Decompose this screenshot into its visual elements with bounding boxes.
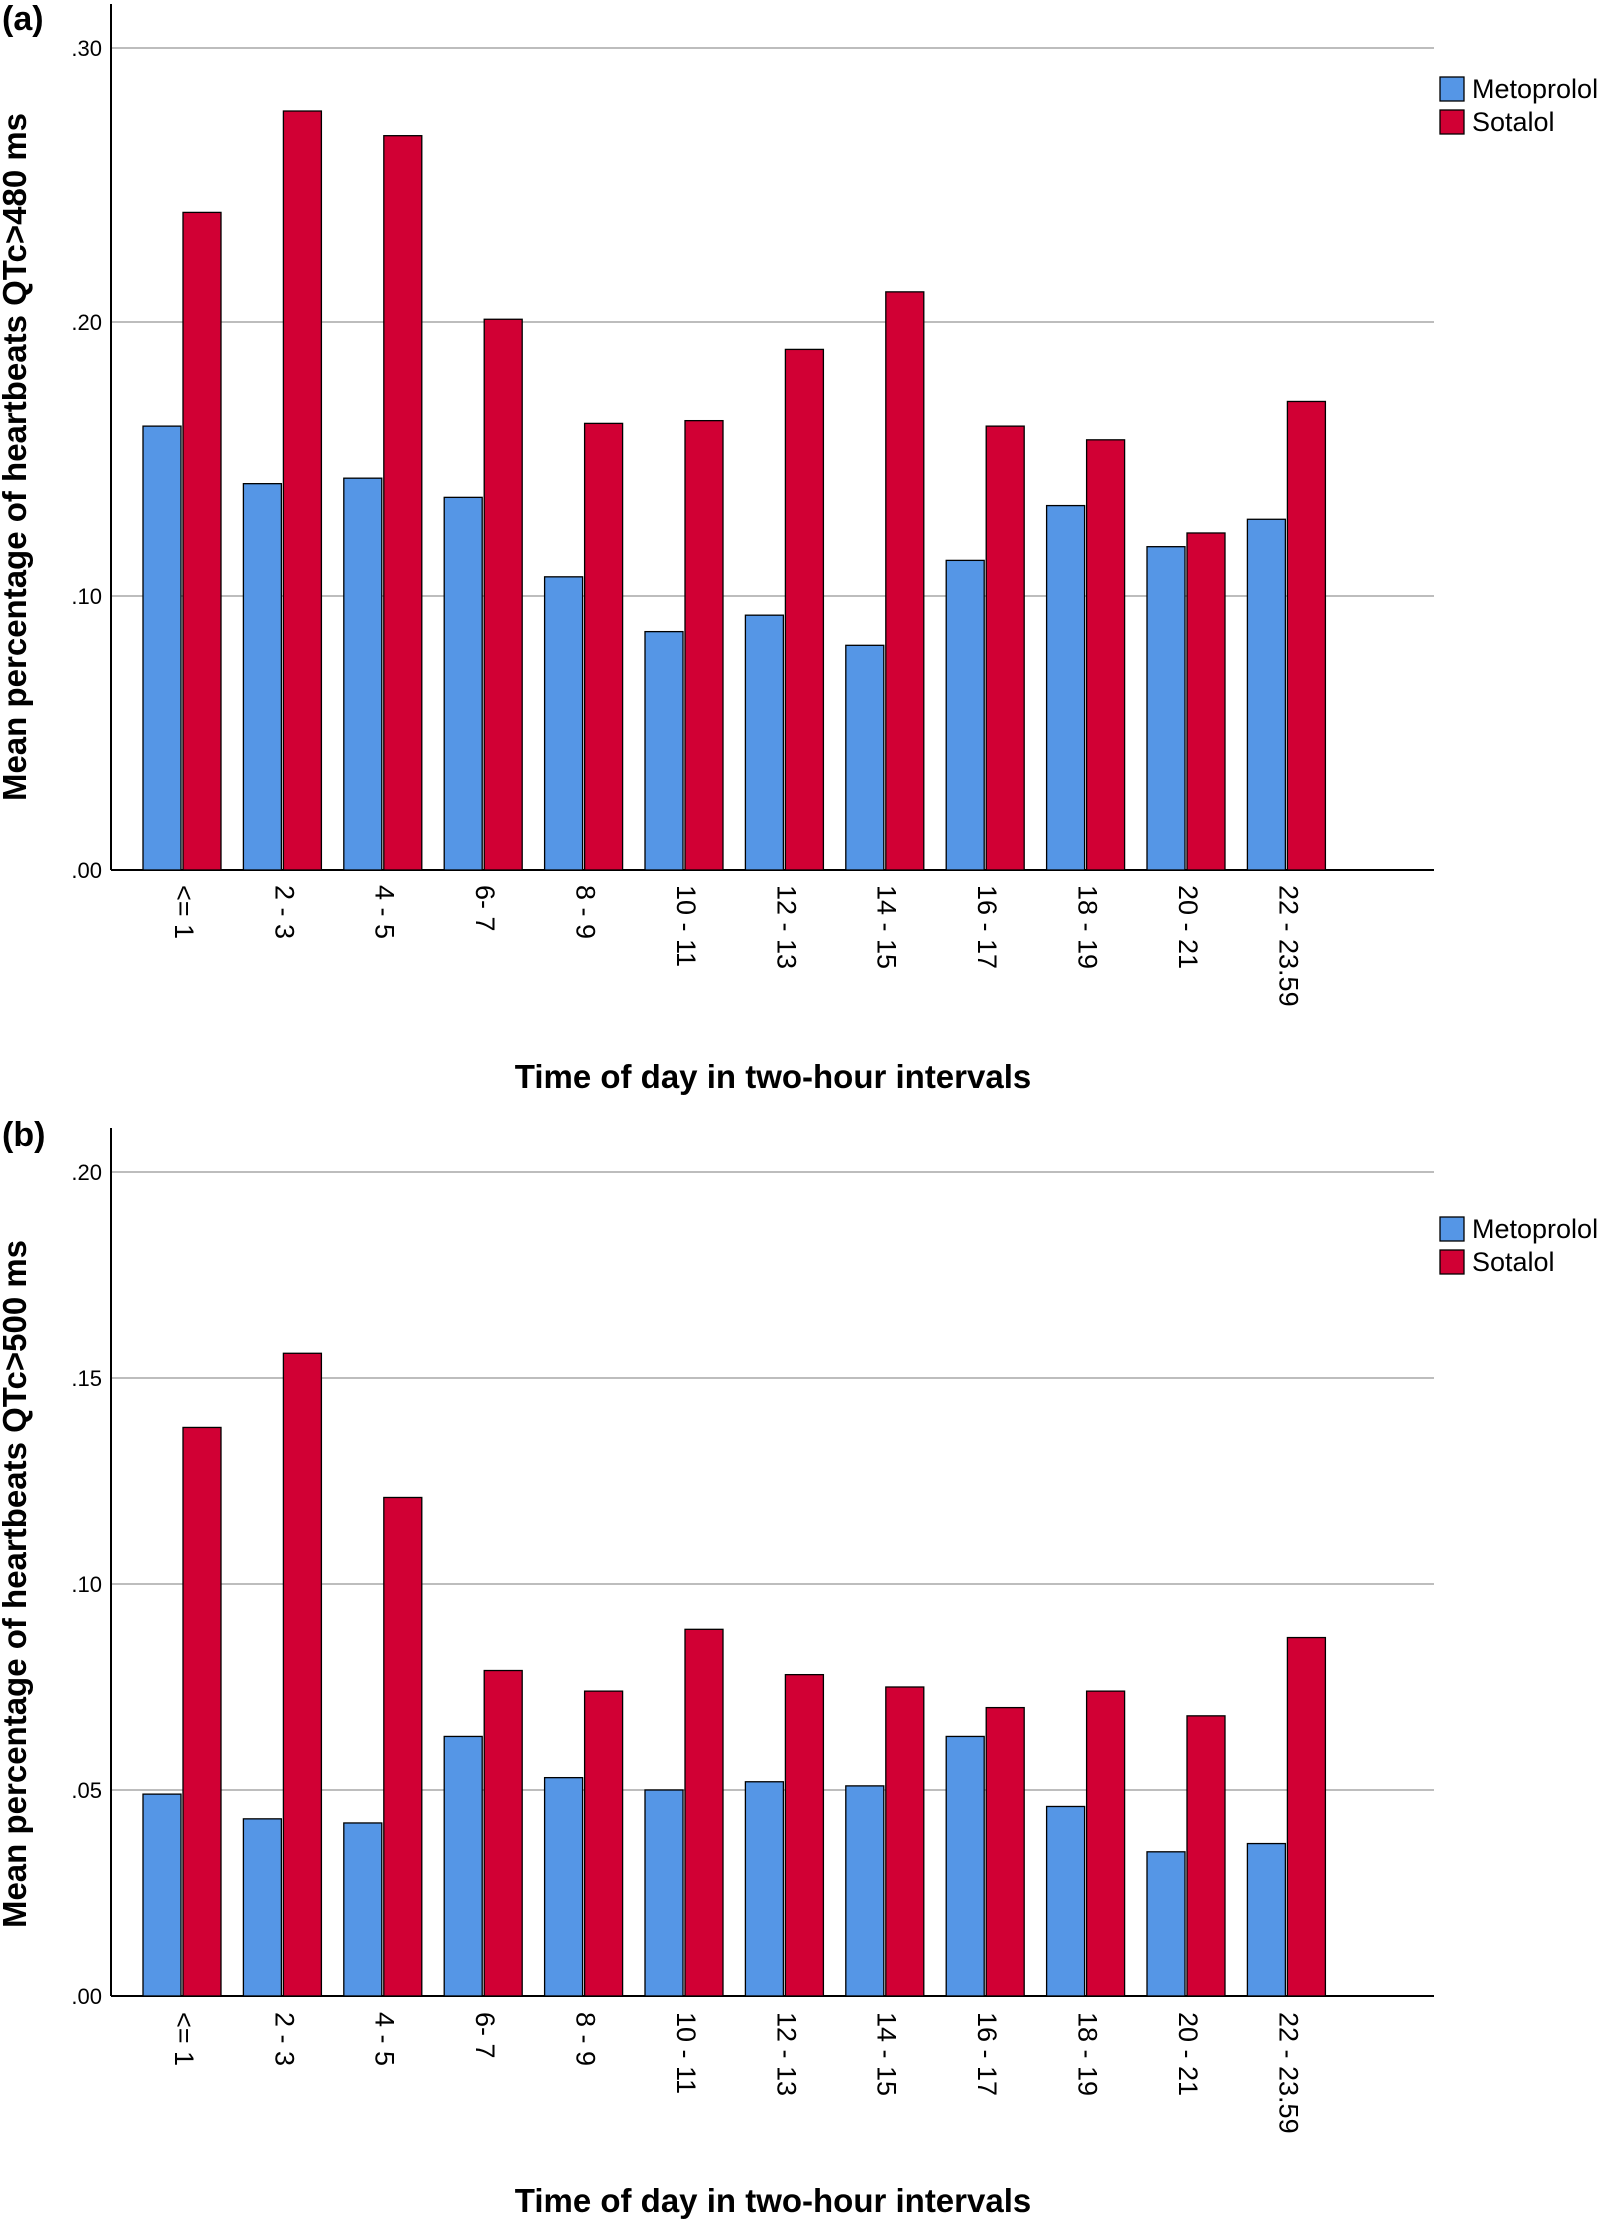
legend-swatch-metoprolol <box>1439 76 1465 102</box>
legend-swatch-metoprolol <box>1439 1216 1465 1242</box>
x-tick-label: 22 - 23.59 <box>1273 885 1303 1007</box>
bar-metoprolol <box>1045 504 1086 871</box>
bar-sotalol <box>383 1496 423 1997</box>
legend-label-sotalol: Sotalol <box>1472 1247 1555 1277</box>
bar-metoprolol <box>744 1781 785 1997</box>
x-tick-label: 8 - 9 <box>570 2012 600 2066</box>
chart-b-svg: (b) .00 .05 .10 .15 .20 <= 1 2 - 3 4 - 5 6- 7 8 -… <box>0 1116 1598 2219</box>
bar-metoprolol <box>1246 518 1287 871</box>
bar-sotalol <box>1186 532 1226 871</box>
bar-sotalol <box>182 1426 222 1997</box>
bar-metoprolol <box>242 483 283 871</box>
x-tick-label: 18 - 19 <box>1072 2012 1102 2096</box>
x-tick-label: 4 - 5 <box>370 2012 400 2066</box>
bar-metoprolol <box>543 576 584 871</box>
bar-sotalol <box>1286 400 1327 871</box>
y-tick-label: .10 <box>71 584 102 609</box>
x-tick-label: 12 - 13 <box>771 885 801 969</box>
x-tick-label: 14 - 15 <box>872 2012 902 2096</box>
bar-sotalol <box>784 348 825 871</box>
x-tick-label: 2 - 3 <box>269 2012 299 2066</box>
x-axis-title: Time of day in two-hour intervals <box>515 2182 1031 2219</box>
bar-metoprolol <box>644 630 684 871</box>
bar-sotalol <box>483 1669 523 1997</box>
y-tick-label: .20 <box>71 310 102 335</box>
bar-metoprolol <box>845 1785 885 1997</box>
bar-sotalol <box>282 110 323 871</box>
x-tick-label: <= 1 <box>169 885 199 939</box>
bar-sotalol <box>182 211 222 871</box>
x-tick-label: 6- 7 <box>470 885 500 932</box>
legend-swatch-sotalol <box>1439 1249 1465 1275</box>
bar-metoprolol <box>242 1818 283 1997</box>
y-tick-label: .10 <box>71 1572 102 1597</box>
legend-swatch-sotalol <box>1439 109 1465 135</box>
y-tick-label: .30 <box>71 36 102 61</box>
x-tick-label: 14 - 15 <box>872 885 902 969</box>
x-tick-label: 12 - 13 <box>771 2012 801 2096</box>
bar-metoprolol <box>644 1789 684 1997</box>
bar-sotalol <box>885 291 925 871</box>
bar-metoprolol <box>945 1735 985 1997</box>
bar-metoprolol <box>343 477 383 871</box>
bar-metoprolol <box>142 425 182 871</box>
bar-sotalol <box>1286 1636 1327 1997</box>
chart-panel-b: (b) .00 .05 .10 .15 .20 <= 1 2 - 3 4 - 5 6- 7 8 -… <box>0 1110 1614 2226</box>
x-tick-label: 16 - 17 <box>972 885 1002 969</box>
bar-sotalol <box>583 1690 624 1997</box>
y-tick-label: .05 <box>71 1778 102 1803</box>
bar-metoprolol <box>142 1793 182 1997</box>
bar-sotalol <box>583 422 624 871</box>
y-tick-label: .00 <box>71 858 102 883</box>
bar-sotalol <box>483 318 523 871</box>
bar-metoprolol <box>744 614 785 871</box>
legend-label-metoprolol: Metoprolol <box>1472 1214 1598 1244</box>
bar-metoprolol <box>543 1776 584 1997</box>
panel-label: (b) <box>2 1116 45 1154</box>
x-tick-label: <= 1 <box>169 2012 199 2066</box>
bar-sotalol <box>1085 1690 1126 1997</box>
y-tick-label: .00 <box>71 1984 102 2009</box>
bar-sotalol <box>885 1686 925 1997</box>
bar-metoprolol <box>1246 1842 1287 1997</box>
bar-metoprolol <box>1146 1851 1186 1997</box>
x-axis-title: Time of day in two-hour intervals <box>515 1058 1031 1095</box>
x-tick-label: 4 - 5 <box>370 885 400 939</box>
bar-metoprolol <box>443 496 483 871</box>
bar-sotalol <box>985 425 1025 871</box>
x-tick-label: 10 - 11 <box>671 2012 701 2094</box>
bar-metoprolol <box>1146 546 1186 871</box>
bar-metoprolol <box>1045 1805 1086 1997</box>
x-tick-label: 16 - 17 <box>972 2012 1002 2096</box>
bar-sotalol <box>684 1628 724 1997</box>
panel-label: (a) <box>2 0 44 38</box>
bar-metoprolol <box>343 1822 383 1997</box>
chart-a-svg: (a) .00 .10 .20 .30 <= 1 2 - 3 4 - 5 6- 7 8 - 9 1… <box>0 0 1598 1095</box>
x-tick-label: 2 - 3 <box>269 885 299 939</box>
x-tick-label: 22 - 23.59 <box>1273 2012 1303 2134</box>
x-tick-label: 10 - 11 <box>671 885 701 967</box>
bar-sotalol <box>784 1673 825 1997</box>
y-axis-title: Mean percentage of heartbeats QTc>500 ms <box>0 1240 33 1928</box>
bar-sotalol <box>684 419 724 871</box>
bar-sotalol <box>1085 439 1126 871</box>
y-tick-label: .15 <box>71 1366 102 1391</box>
chart-panel-a: (a) .00 .10 .20 .30 <= 1 2 - 3 4 - 5 6- 7 8 - 9 1… <box>0 0 1614 1110</box>
bar-sotalol <box>282 1352 323 1997</box>
bar-sotalol <box>1186 1715 1226 1997</box>
bar-metoprolol <box>945 559 985 871</box>
bar-metoprolol <box>845 644 885 871</box>
legend-label-sotalol: Sotalol <box>1472 107 1555 137</box>
legend-label-metoprolol: Metoprolol <box>1472 74 1598 104</box>
bar-sotalol <box>383 135 423 871</box>
y-axis-title: Mean percentage of heartbeats QTc>480 ms <box>0 113 33 801</box>
x-tick-label: 6- 7 <box>470 2012 500 2059</box>
x-tick-label: 20 - 21 <box>1173 2012 1203 2096</box>
x-tick-label: 20 - 21 <box>1173 885 1203 969</box>
bar-sotalol <box>985 1706 1025 1997</box>
x-tick-label: 18 - 19 <box>1072 885 1102 969</box>
x-tick-label: 8 - 9 <box>570 885 600 939</box>
bar-metoprolol <box>443 1735 483 1997</box>
y-tick-label: .20 <box>71 1160 102 1185</box>
